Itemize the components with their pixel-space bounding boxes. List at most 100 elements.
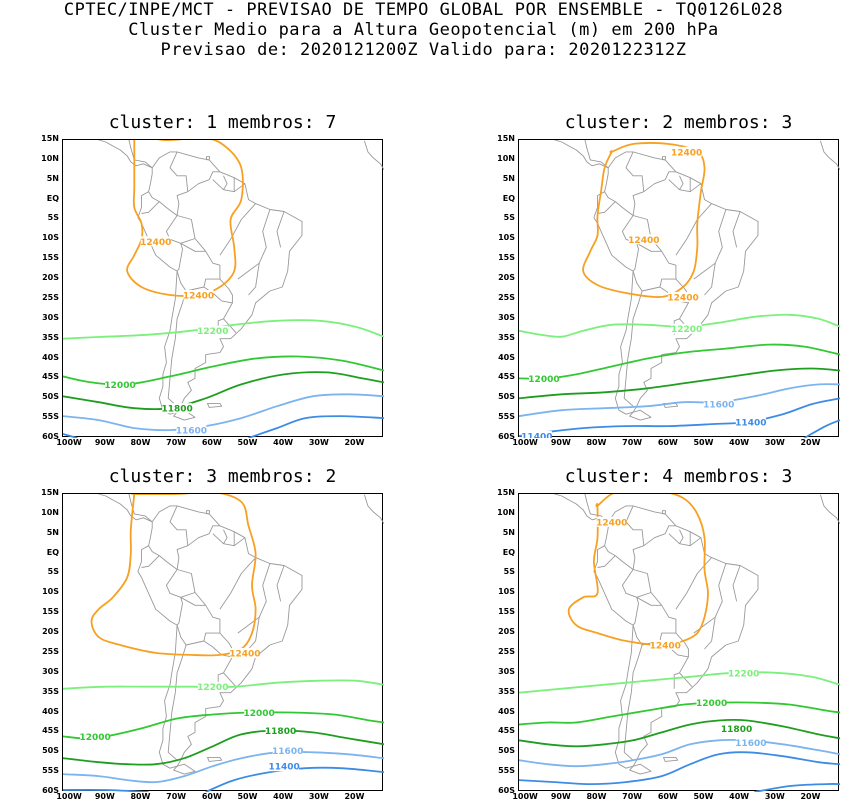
contour-label-bg [735,737,766,748]
contour-label-bg [176,425,207,436]
lon-label: 50W [237,438,258,447]
country-border [176,592,221,646]
lat-label: 5N [46,173,59,183]
country-border [219,203,256,256]
lat-label: 5N [46,527,59,537]
lon-label: 50W [693,438,714,447]
lat-label: 55S [42,412,59,422]
country-border [176,243,183,272]
lat-label: 35S [498,686,515,696]
contour-label: 11600 [703,401,734,411]
lat-label: 30S [498,666,515,676]
lat-label: EQ [502,193,515,203]
lon-label: 20W [344,792,365,801]
lon-label: 80W [130,792,151,801]
contour-c12000 [519,343,840,380]
country-border [632,243,639,272]
country-border [621,569,637,598]
country-border [165,215,181,244]
country-border [597,555,616,568]
coastline-central-america [98,140,153,169]
country-border [141,201,160,214]
coastline-tierra-del-fuego [629,409,652,421]
contour-label: 12000 [528,375,559,385]
contour-label: 12400 [183,291,214,301]
coastline-africa [363,494,384,525]
contour-label: 12400 [628,236,659,246]
lon-label: 60W [657,792,678,801]
lat-label: 15S [42,607,59,617]
contour-label-bg [696,697,727,708]
lat-label: 20S [498,627,515,637]
contour-c11400 [63,433,78,438]
contour-label-bg [244,707,275,718]
contour-label-bg [269,761,300,772]
country-border [673,656,689,689]
lat-label: 20S [498,273,515,283]
contour-c11400 [754,783,840,792]
contour-c12400 [582,142,706,299]
lat-label: EQ [502,547,515,557]
lon-label: 40W [273,792,294,801]
lat-label: 40S [498,352,515,362]
contour-label-bg [162,403,193,414]
country-border [141,555,160,568]
country-border [276,211,285,248]
lat-label: 45S [42,372,59,382]
contour-c11400 [63,788,149,792]
country-border [732,211,741,248]
contour-label: 12000 [104,381,135,391]
coastline-central-america [554,140,609,169]
lat-label: 25S [42,292,59,302]
lon-label: 60W [657,438,678,447]
lon-label: 50W [237,792,258,801]
country-border [176,238,221,292]
lon-label: 20W [800,792,821,801]
coastline-central-america [554,494,609,523]
contour-label-bg [229,647,260,658]
lat-label: 30S [42,666,59,676]
map-svg: 12400 12400 12200 12000 11800 11600 [63,140,384,438]
header-line-1: CPTEC/INPE/MCT - PREVISAO DE TEMPO GLOBA… [63,0,784,20]
lon-label: 100W [56,438,82,447]
lat-label: 10S [498,587,515,597]
contour-label-bg [735,417,766,428]
contour-label: 11400 [521,433,552,443]
country-border [148,505,189,570]
coastline-falklands [663,756,679,762]
contour-label: 12400 [650,641,681,651]
lat-label: 45S [498,372,515,382]
country-border [248,209,271,296]
lat-label: 30S [498,312,515,322]
contour-label: 12200 [197,327,228,337]
country-border [632,238,677,292]
lat-label: 15N [497,134,515,143]
lat-label: 50S [42,392,59,402]
country-border [668,533,702,547]
map-panel-4: 12400 12400 12200 12000 11800 11600 [518,493,840,792]
country-border [679,529,684,544]
contour-label-bg [728,667,759,678]
panel-title-3: cluster: 3 membros: 2 [108,466,337,487]
coastline-tierra-del-fuego [629,763,652,775]
coastline-south-america [593,151,759,415]
contour-c12400 [90,494,257,657]
lon-label: 30W [308,792,329,801]
country-border [693,616,716,634]
contour-label: 11800 [721,725,752,735]
country-border [604,505,645,570]
country-border [679,672,693,688]
lon-label: 90W [550,792,571,801]
lat-label: 60S [42,432,59,441]
country-border [704,209,727,296]
country-border [623,290,643,407]
lat-label: 10S [42,233,59,243]
country-border [668,179,702,193]
country-border [212,179,246,193]
lon-label: 40W [729,438,750,447]
header-line-2: Cluster Medio para a Altura Geopotencial… [128,20,719,40]
country-border [167,644,187,761]
country-border [176,597,183,626]
lat-label: 10S [42,587,59,597]
